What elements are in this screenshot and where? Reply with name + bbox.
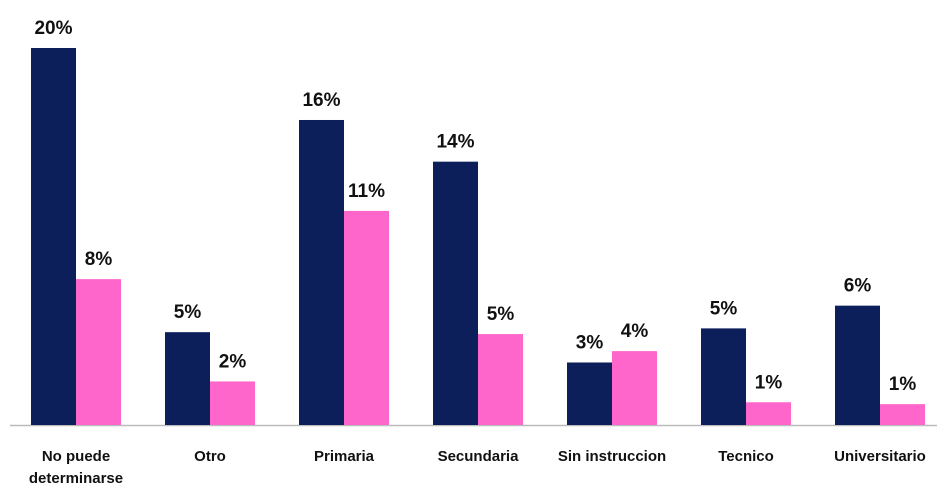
value-label: 2% (219, 351, 247, 372)
bar (433, 161, 478, 425)
x-tick-label: Secundaria (437, 448, 519, 465)
value-label: 6% (844, 276, 872, 297)
bar (31, 48, 76, 425)
bar (478, 334, 523, 425)
value-label: 3% (576, 332, 604, 353)
value-label: 1% (755, 372, 783, 393)
bar (567, 362, 612, 425)
value-label: 20% (34, 18, 72, 39)
value-label: 1% (889, 374, 917, 395)
bar (612, 351, 657, 425)
value-label: 14% (436, 132, 474, 153)
value-label: 5% (487, 304, 515, 325)
value-label: 4% (621, 321, 649, 342)
value-label: 8% (85, 249, 113, 270)
value-label: 5% (710, 298, 738, 319)
x-tick-label: Sin instruccion (557, 448, 667, 465)
bar (701, 328, 746, 425)
bar (746, 402, 791, 425)
bar (299, 119, 344, 425)
bar (880, 404, 925, 425)
value-label: 16% (302, 90, 340, 111)
bar (835, 305, 880, 425)
x-tick-label: No puede determinarse (28, 448, 124, 487)
value-label: 5% (174, 302, 202, 323)
x-tick-label: Primaria (313, 448, 375, 465)
value-label: 11% (348, 181, 385, 202)
x-tick-label: Universitario (834, 448, 926, 465)
x-tick-label: Tecnico (718, 448, 774, 465)
bar (344, 210, 389, 425)
bar (76, 279, 121, 425)
bar (210, 381, 255, 425)
x-tick-label: Otro (194, 448, 226, 465)
bar (165, 332, 210, 425)
